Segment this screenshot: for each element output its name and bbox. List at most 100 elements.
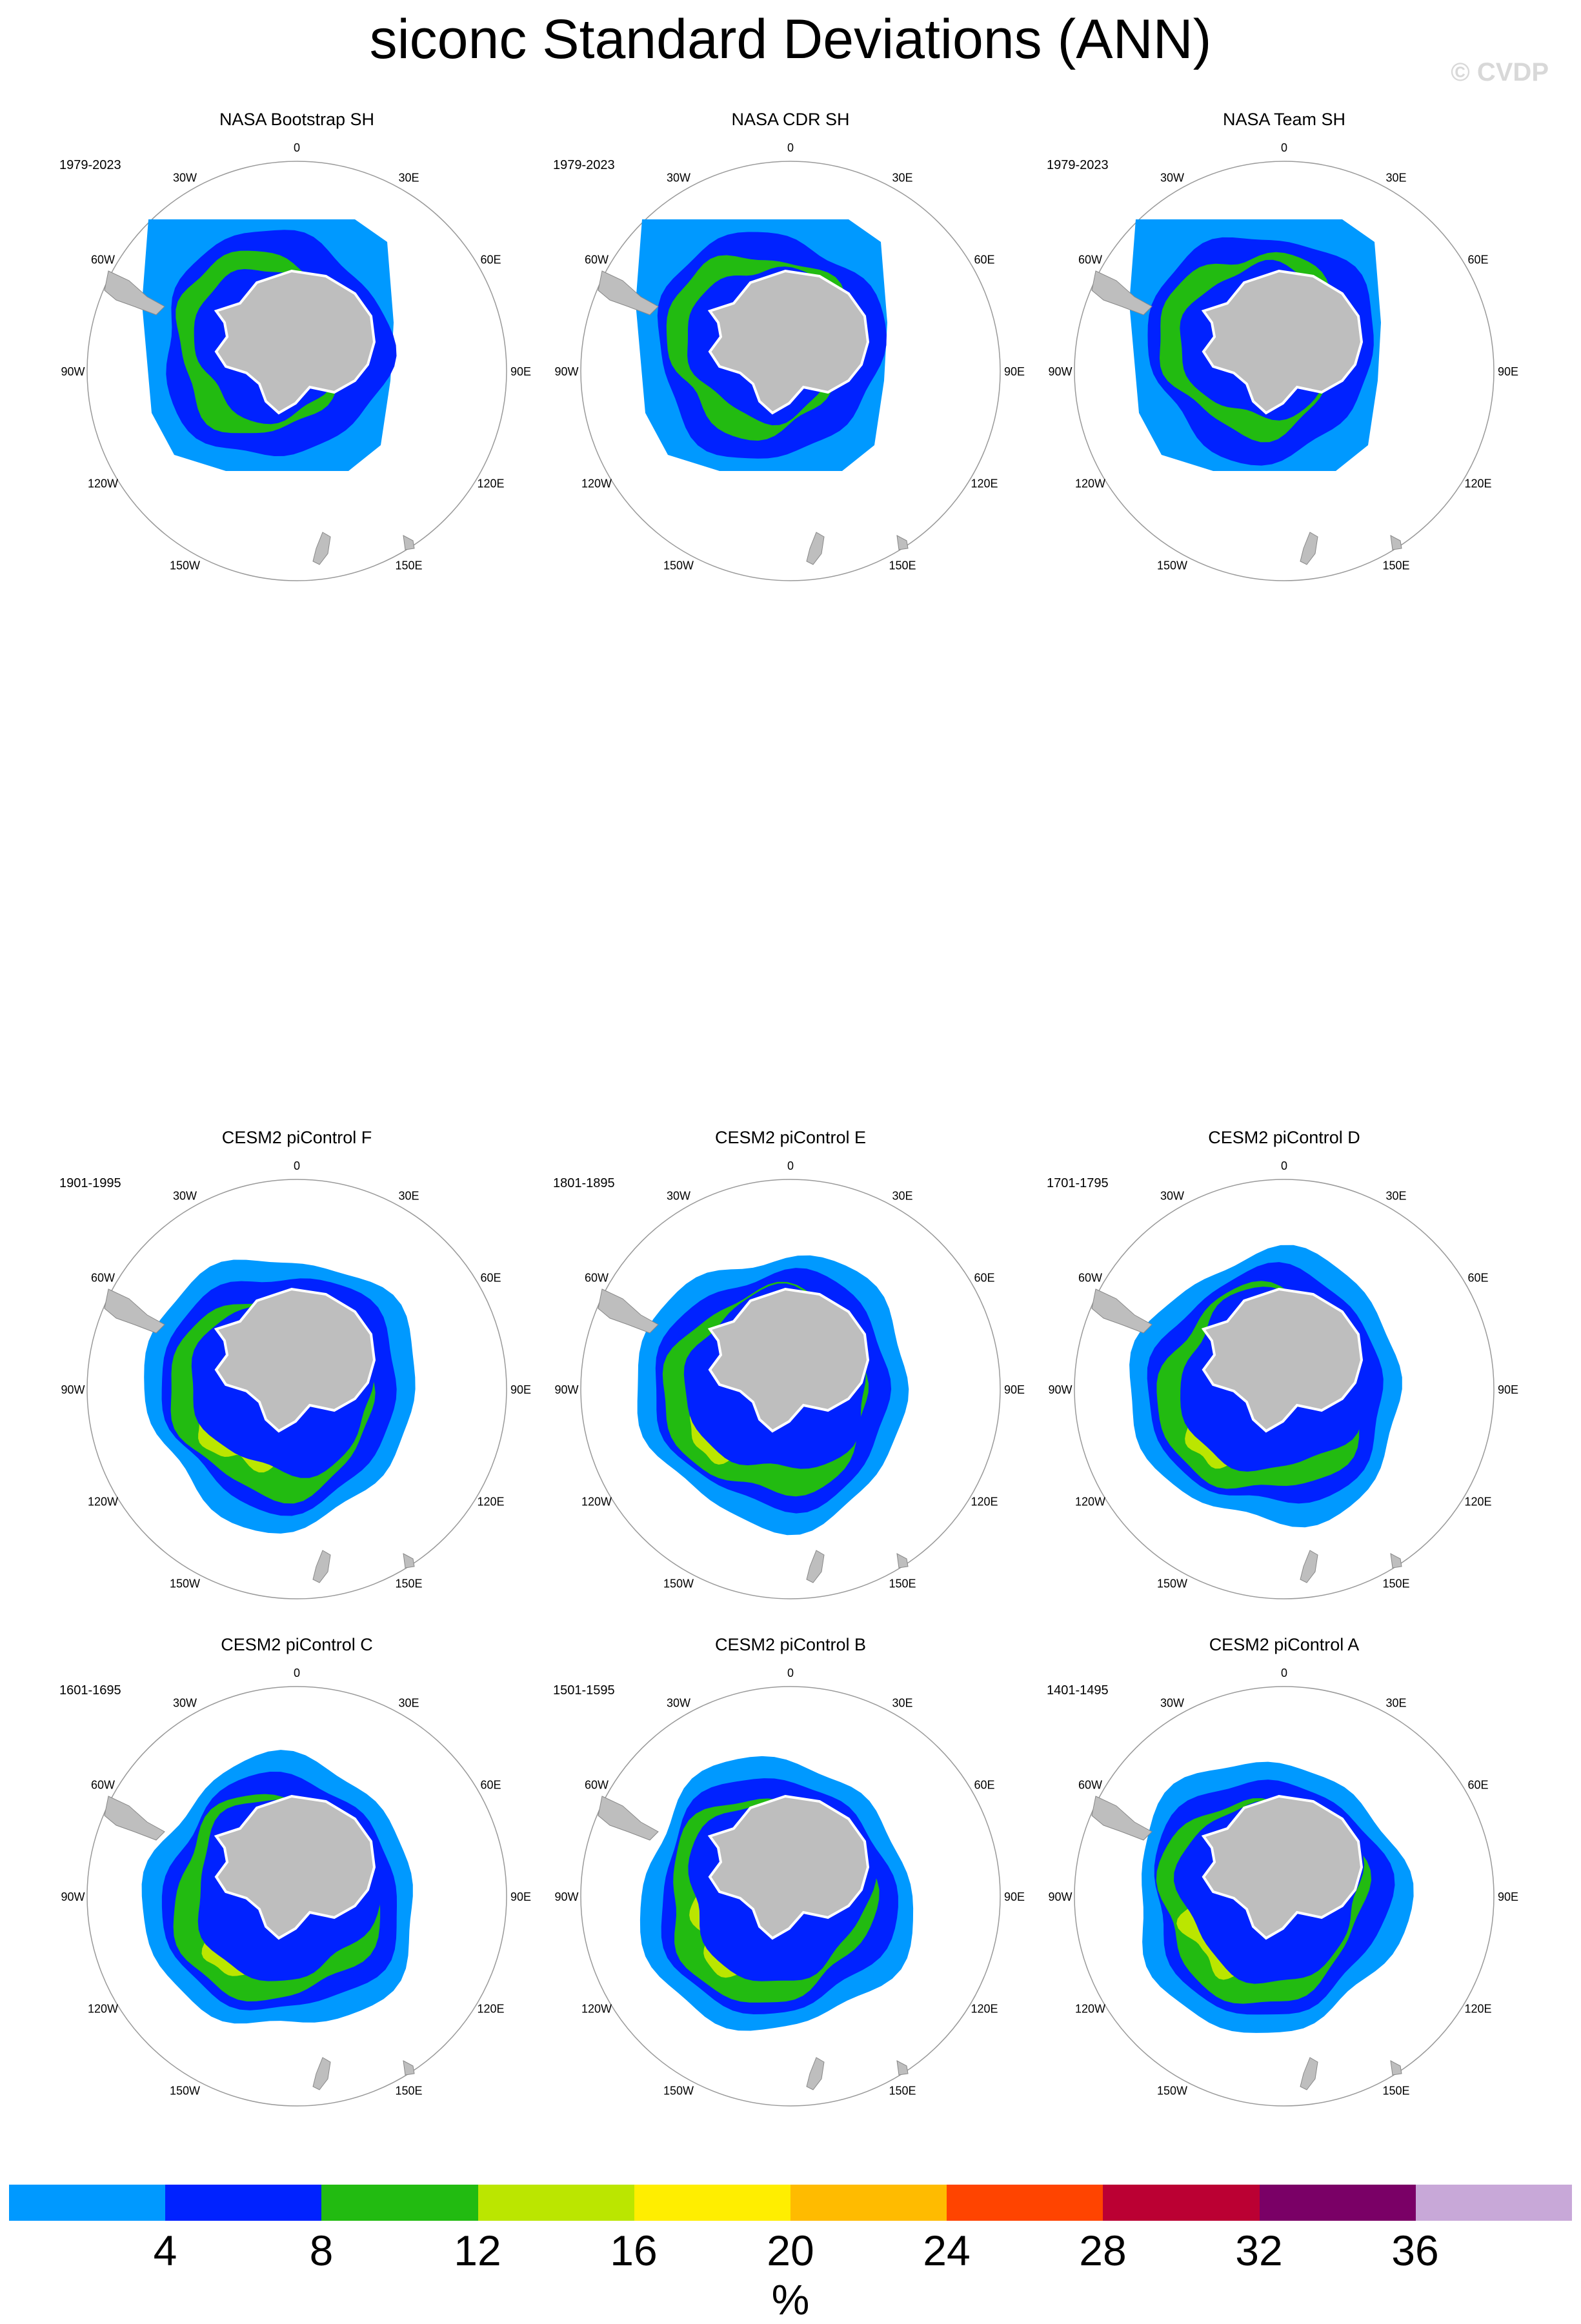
longitude-label: 60W bbox=[91, 1779, 115, 1792]
longitude-label: 30W bbox=[1160, 171, 1184, 184]
colorbar-box bbox=[634, 2185, 791, 2221]
new-zealand-landmass bbox=[806, 1550, 825, 1583]
panel-period: 1401-1495 bbox=[1047, 1683, 1109, 1698]
colorbar-tick-label: 36 bbox=[1391, 2227, 1439, 2274]
antarctica-landmass bbox=[214, 1287, 376, 1433]
colorbar-tick-label: 28 bbox=[1079, 2227, 1127, 2274]
longitude-label: 30W bbox=[667, 171, 690, 184]
longitude-label: 150W bbox=[663, 559, 694, 572]
new-zealand-landmass bbox=[1300, 1550, 1318, 1583]
south-america-landmass bbox=[1091, 1288, 1153, 1334]
longitude-label: 120W bbox=[1075, 1496, 1105, 1508]
polar-map: 030E60E90E120E150E180150W120W90W60W30W bbox=[1048, 1667, 1518, 2107]
panel-period: 1979-2023 bbox=[553, 158, 615, 172]
map-panel-cesm2-f: 030E60E90E120E150E180150W120W90W60W30W C… bbox=[52, 1128, 542, 1605]
longitude-label: 150W bbox=[170, 2085, 200, 2098]
longitude-label: 60E bbox=[480, 254, 501, 266]
longitude-label: 60W bbox=[1078, 1779, 1102, 1792]
longitude-label: 0 bbox=[294, 1159, 300, 1172]
south-america-landmass bbox=[598, 270, 659, 316]
new-zealand-landmass bbox=[1300, 532, 1318, 565]
longitude-label: 30E bbox=[1385, 171, 1406, 184]
panel-period: 1701-1795 bbox=[1047, 1176, 1109, 1190]
longitude-label: 90W bbox=[554, 1890, 578, 1903]
longitude-label: 90W bbox=[61, 1383, 85, 1396]
longitude-label: 0 bbox=[1281, 141, 1287, 154]
longitude-label: 60W bbox=[585, 1272, 609, 1285]
longitude-label: 120E bbox=[1464, 1496, 1491, 1508]
map-panel-cesm2-b: 030E60E90E120E150E180150W120W90W60W30W C… bbox=[545, 1635, 1036, 2112]
longitude-label: 90E bbox=[510, 365, 531, 378]
antarctica-landmass bbox=[1201, 269, 1364, 415]
longitude-label: 0 bbox=[787, 1159, 794, 1172]
longitude-label: 30E bbox=[892, 1189, 912, 1202]
longitude-label: 150W bbox=[663, 1578, 694, 1590]
antarctica-landmass bbox=[1201, 1287, 1364, 1433]
longitude-label: 120E bbox=[477, 2003, 504, 2016]
longitude-label: 0 bbox=[787, 1667, 794, 1679]
longitude-label: 0 bbox=[1281, 1667, 1287, 1679]
longitude-label: 90E bbox=[1004, 1890, 1025, 1903]
south-america-landmass bbox=[598, 1796, 659, 1841]
longitude-label: 90E bbox=[510, 1890, 531, 1903]
longitude-label: 90W bbox=[1048, 1383, 1072, 1396]
polar-map: 030E60E90E120E150E180150W120W90W60W30W bbox=[61, 1667, 531, 2107]
longitude-label: 90E bbox=[510, 1383, 531, 1396]
polar-map: 030E60E90E120E150E180150W120W90W60W30W bbox=[554, 141, 1025, 581]
longitude-label: 60W bbox=[91, 1272, 115, 1285]
new-zealand-landmass bbox=[312, 2057, 331, 2090]
map-panel-nasa-team: 030E60E90E120E150E180150W120W90W60W30W N… bbox=[1039, 110, 1529, 587]
polar-map: 030E60E90E120E150E180150W120W90W60W30W bbox=[61, 1159, 531, 1599]
colorbar-tick-label: 12 bbox=[454, 2227, 501, 2274]
longitude-label: 120W bbox=[581, 2003, 612, 2016]
longitude-label: 30E bbox=[1385, 1696, 1406, 1709]
colorbar-box bbox=[790, 2185, 947, 2221]
panel-title: NASA Bootstrap SH bbox=[219, 110, 375, 129]
longitude-label: 0 bbox=[1281, 1159, 1287, 1172]
longitude-label: 150E bbox=[889, 559, 916, 572]
antarctica-landmass bbox=[707, 269, 870, 415]
antarctica-landmass bbox=[214, 269, 376, 415]
south-america-landmass bbox=[104, 270, 165, 316]
panel-title: NASA CDR SH bbox=[731, 110, 850, 129]
longitude-label: 30W bbox=[173, 1696, 197, 1709]
longitude-label: 120W bbox=[88, 477, 118, 490]
longitude-label: 60W bbox=[585, 1779, 609, 1792]
panel-period: 1801-1895 bbox=[553, 1176, 615, 1190]
south-america-landmass bbox=[104, 1288, 165, 1334]
longitude-label: 120W bbox=[88, 1496, 118, 1508]
longitude-label: 30E bbox=[1385, 1189, 1406, 1202]
longitude-label: 30W bbox=[667, 1189, 690, 1202]
longitude-label: 150W bbox=[1157, 559, 1187, 572]
polar-map: 030E60E90E120E150E180150W120W90W60W30W bbox=[1048, 1159, 1518, 1599]
longitude-label: 150W bbox=[170, 559, 200, 572]
south-america-landmass bbox=[598, 1288, 659, 1334]
longitude-label: 120W bbox=[1075, 2003, 1105, 2016]
longitude-label: 120W bbox=[581, 477, 612, 490]
colorbar-tick-label: 24 bbox=[923, 2227, 971, 2274]
longitude-label: 150E bbox=[1382, 1578, 1409, 1590]
australia-landmass bbox=[896, 2060, 909, 2076]
longitude-label: 60E bbox=[480, 1779, 501, 1792]
colorbar-box bbox=[478, 2185, 634, 2221]
colorbar-box bbox=[1103, 2185, 1260, 2221]
australia-landmass bbox=[403, 1553, 415, 1568]
longitude-label: 90E bbox=[1004, 1383, 1025, 1396]
longitude-label: 60W bbox=[585, 254, 609, 266]
longitude-label: 120E bbox=[1464, 2003, 1491, 2016]
colorbar-tick-label: 8 bbox=[309, 2227, 334, 2274]
new-zealand-landmass bbox=[806, 2057, 825, 2090]
antarctica-landmass bbox=[1201, 1794, 1364, 1940]
longitude-label: 30E bbox=[398, 1696, 419, 1709]
colorbar-tick-label: 32 bbox=[1235, 2227, 1283, 2274]
colorbar-box bbox=[9, 2185, 166, 2221]
panel-period: 1901-1995 bbox=[59, 1176, 121, 1190]
longitude-label: 60E bbox=[974, 1779, 994, 1792]
panel-period: 1601-1695 bbox=[59, 1683, 121, 1698]
colorbar bbox=[9, 2185, 1573, 2221]
map-panel-cesm2-d: 030E60E90E120E150E180150W120W90W60W30W C… bbox=[1039, 1128, 1529, 1605]
longitude-label: 120W bbox=[1075, 477, 1105, 490]
longitude-label: 90E bbox=[1004, 365, 1025, 378]
panel-title: CESM2 piControl C bbox=[221, 1635, 373, 1654]
longitude-label: 120E bbox=[477, 1496, 504, 1508]
